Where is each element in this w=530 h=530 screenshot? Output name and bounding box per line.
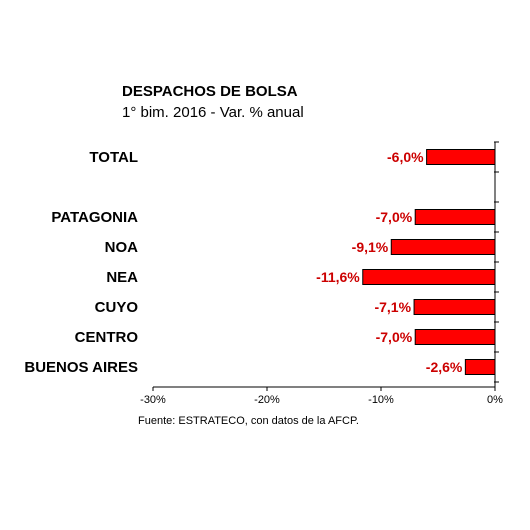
x-tick-label: -10% (368, 394, 394, 406)
chart-subtitle: 1° bim. 2016 - Var. % anual (122, 104, 304, 121)
bar (414, 209, 496, 225)
x-tick-label: -30% (140, 394, 166, 406)
category-label: BUENOS AIRES (24, 359, 138, 376)
category-label: CENTRO (75, 329, 139, 346)
value-label: -7,0% (376, 209, 413, 225)
value-label: -6,0% (387, 149, 424, 165)
category-label: NEA (106, 269, 138, 286)
value-label: -7,0% (376, 329, 413, 345)
bar (464, 359, 496, 375)
category-label: CUYO (95, 299, 139, 316)
category-label: NOA (105, 239, 139, 256)
value-label: -11,6% (316, 269, 360, 285)
labels: TOTAL -6,0% PATAGONIA -7,0% NOA -9,1% NEA -11,6… (24, 149, 463, 376)
x-tick-label: 0% (487, 394, 503, 406)
value-label: -2,6% (426, 359, 463, 375)
chart-source: Fuente: ESTRATECO, con datos de la AFCP. (138, 415, 359, 427)
chart-title: DESPACHOS DE BOLSA (122, 83, 298, 100)
bar (362, 269, 496, 285)
category-label: PATAGONIA (51, 209, 138, 226)
value-label: -9,1% (352, 239, 389, 255)
axes: -30% -20% -10% 0% (140, 141, 503, 406)
bar (426, 149, 496, 165)
category-label: TOTAL (89, 149, 138, 166)
bars (362, 149, 496, 375)
x-tick-label: -20% (254, 394, 280, 406)
value-label: -7,1% (374, 299, 411, 315)
bar (413, 299, 496, 315)
bar (390, 239, 496, 255)
bar (414, 329, 496, 345)
